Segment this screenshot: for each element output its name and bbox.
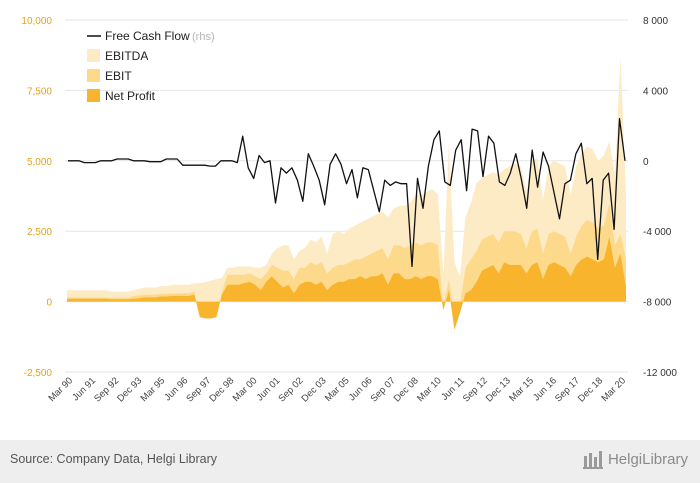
x-tick: Mar 10 xyxy=(415,375,444,404)
x-tick: Dec 13 xyxy=(484,375,513,404)
legend-ebit-label: EBIT xyxy=(105,69,132,83)
x-tick: Sep 17 xyxy=(553,375,582,404)
x-tick: Sep 07 xyxy=(369,375,398,404)
source-text: Source: Company Data, Helgi Library xyxy=(10,452,218,466)
y-right-tick: -12 000 xyxy=(643,368,677,379)
chart-canvas: 10,000 7,500 5,000 2,500 0 -2,500 8 000 4 000 0… xyxy=(21,16,677,404)
legend-ebitda-label: EBITDA xyxy=(105,49,148,63)
x-tick: Dec 18 xyxy=(576,375,605,404)
y-right-tick: 4 000 xyxy=(643,86,668,97)
fcf-line xyxy=(68,117,626,268)
gridlines xyxy=(65,19,628,373)
x-tick: Mar 95 xyxy=(139,375,168,404)
legend-ebit-swatch xyxy=(87,69,100,82)
area-net-profit xyxy=(67,236,626,330)
x-tick: Dec 03 xyxy=(300,375,329,404)
y-left-tick: 7,500 xyxy=(27,86,52,97)
fcf-series xyxy=(68,117,626,268)
area-series xyxy=(67,56,626,330)
legend-fcf-sub: (rhs) xyxy=(192,31,215,43)
y-right-tick: 8 000 xyxy=(643,16,668,27)
x-tick: Mar 05 xyxy=(323,375,352,404)
y-axis-right: 8 000 4 000 0 -4 000 -8 000 -12 000 xyxy=(643,16,677,379)
x-tick: Sep 12 xyxy=(461,375,490,404)
y-right-tick: 0 xyxy=(643,157,649,168)
y-left-tick: -2,500 xyxy=(24,368,53,379)
brand-name: HelgiLibrary xyxy=(607,450,688,468)
x-tick: Mar 90 xyxy=(46,375,75,404)
y-left-tick: 10,000 xyxy=(21,16,52,27)
x-tick: Dec 93 xyxy=(115,375,144,404)
x-tick: Mar 15 xyxy=(507,375,536,404)
y-left-tick: 5,000 xyxy=(27,157,52,168)
legend-np-label: Net Profit xyxy=(105,89,156,103)
x-tick: Dec 08 xyxy=(392,375,421,404)
y-right-tick: -8 000 xyxy=(643,298,672,309)
x-tick: Dec 98 xyxy=(207,375,236,404)
x-tick: Mar 20 xyxy=(599,375,628,404)
x-tick: Sep 02 xyxy=(276,375,305,404)
brand: HelgiLibrary xyxy=(582,448,688,470)
legend-ebitda-swatch xyxy=(87,49,100,62)
y-right-tick: -4 000 xyxy=(643,227,672,238)
y-left-tick: 2,500 xyxy=(27,227,52,238)
legend: Free Cash Flow (rhs) EBITDA EBIT Net Pro… xyxy=(87,29,215,103)
legend-np-swatch xyxy=(87,89,100,102)
y-left-tick: 0 xyxy=(46,298,52,309)
legend-fcf-label: Free Cash Flow xyxy=(105,29,190,43)
footer: Source: Company Data, Helgi Library Helg… xyxy=(0,440,700,483)
x-tick: Sep 92 xyxy=(92,375,121,404)
x-tick: Mar 00 xyxy=(231,375,260,404)
x-tick: Sep 97 xyxy=(184,375,213,404)
library-icon xyxy=(582,451,603,469)
y-axis-left: 10,000 7,500 5,000 2,500 0 -2,500 xyxy=(21,16,52,379)
